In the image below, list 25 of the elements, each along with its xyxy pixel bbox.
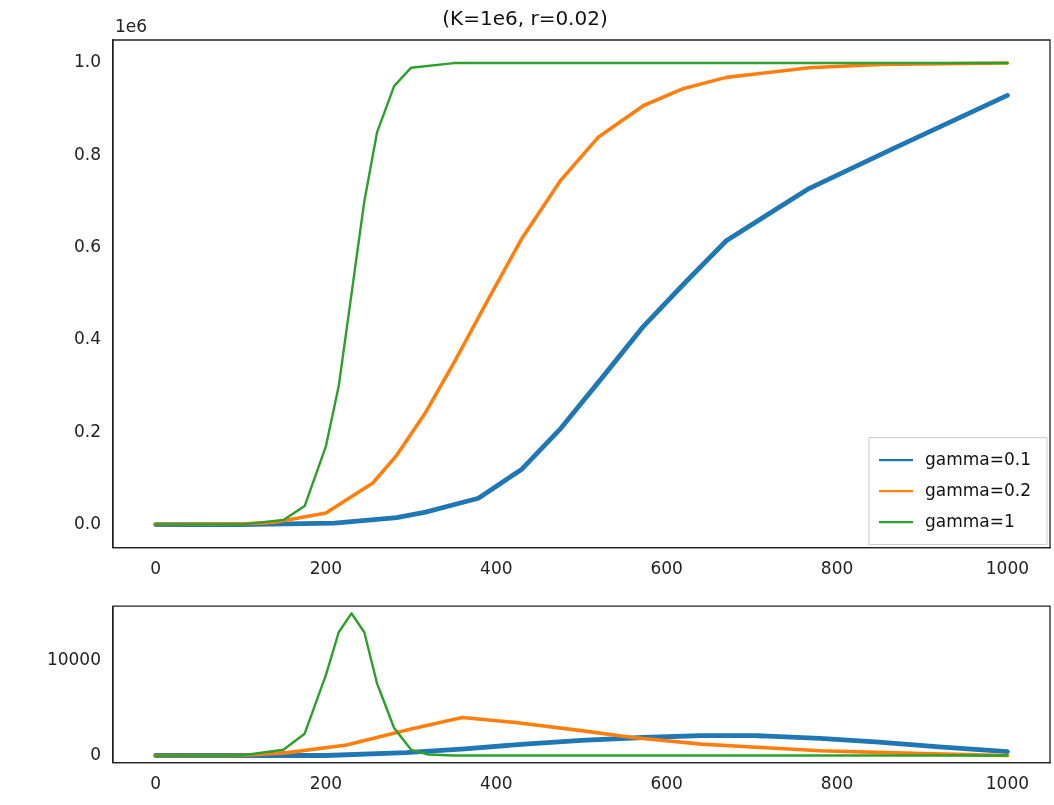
y-tick-label: 0.8 [73,143,101,164]
x-tick-label: 800 [820,773,854,794]
y-tick-label: 0.2 [73,420,101,441]
y-tick-label: 0.6 [73,236,101,257]
y-tick-label: 10000 [46,649,101,670]
y-tick-label: 0 [90,743,101,764]
legend-label: gamma=0.2 [924,479,1032,500]
chart-title: (K=1e6, r=0.02) [442,6,608,31]
text: 1e6 [115,15,148,36]
x-tick-label: 400 [480,773,513,794]
x-tick-label: 600 [650,558,683,579]
x-tick-label: 0 [150,558,161,579]
x-tick-label: 1000 [985,773,1030,794]
legend-label: gamma=0.1 [924,448,1032,469]
y-tick-label: 0.0 [73,512,101,533]
x-tick-label: 1000 [985,558,1030,579]
x-tick-label: 0 [150,773,161,794]
legend-label: gamma=1 [924,510,1015,531]
x-tick-label: 800 [820,558,854,579]
x-tick-label: 200 [309,773,343,794]
x-tick-label: 400 [480,558,513,579]
y-tick-label: 1.0 [73,51,101,72]
x-tick-label: 600 [650,773,683,794]
x-tick-label: 200 [309,558,343,579]
y-tick-label: 0.4 [73,328,101,349]
